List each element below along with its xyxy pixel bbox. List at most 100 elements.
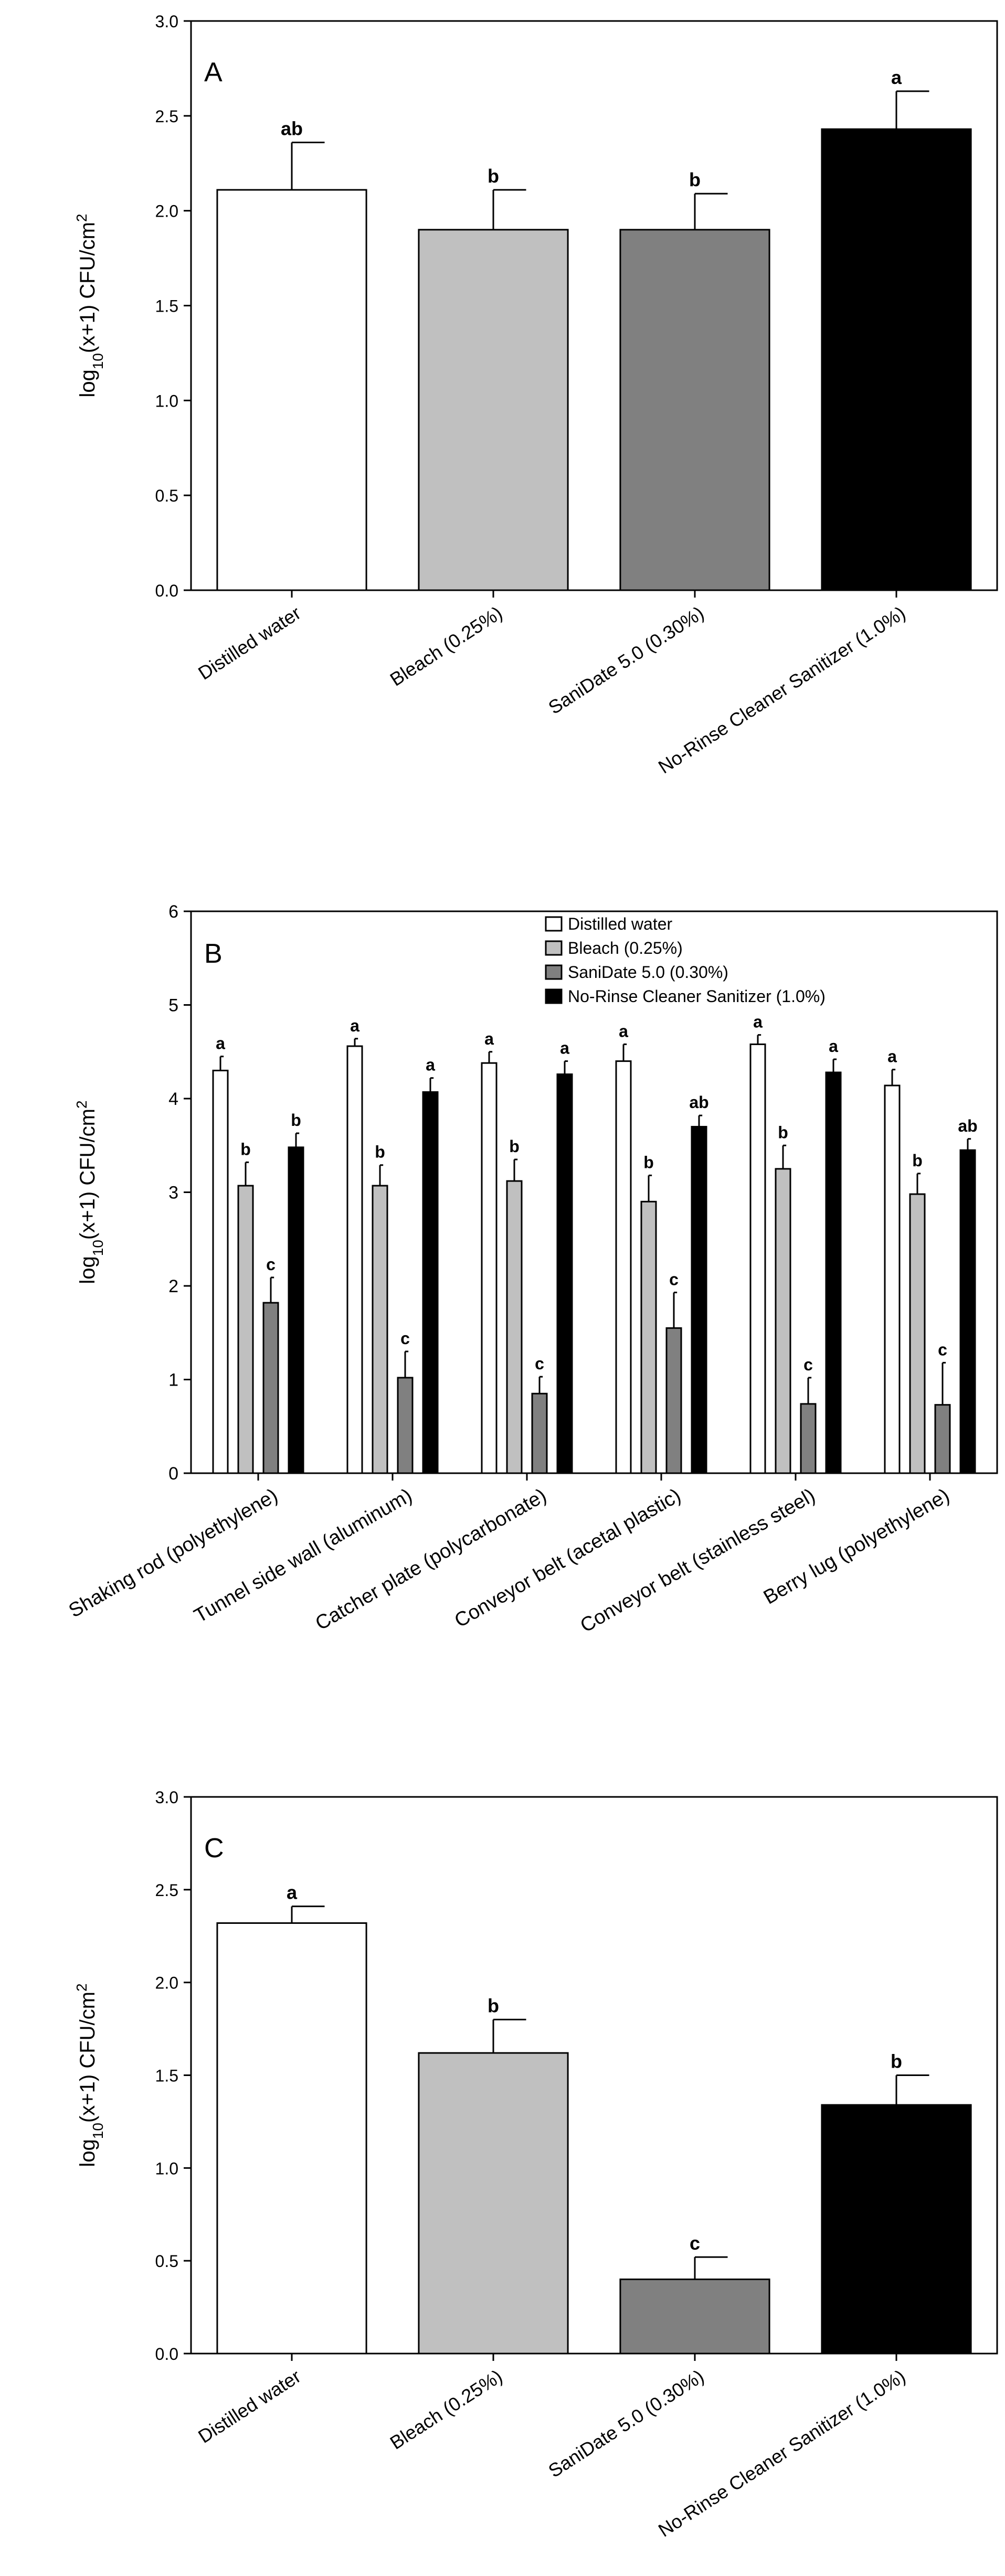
y-tick-label: 3.0 xyxy=(155,12,178,31)
significance-letter: b xyxy=(643,1153,654,1172)
significance-letter: c xyxy=(535,1354,544,1373)
y-tick-label: 2.0 xyxy=(155,202,178,221)
bar xyxy=(346,1045,363,1474)
y-axis-label: log10(x+1) CFU/cm2 xyxy=(73,214,106,397)
legend-swatch xyxy=(545,988,563,1004)
bar xyxy=(691,1126,707,1474)
y-tick-label: 0.5 xyxy=(155,2252,178,2271)
bar xyxy=(262,1302,279,1474)
y-tick-label: 2.5 xyxy=(155,107,178,126)
bar xyxy=(418,2052,569,2355)
panel-a-chart: 0.0 0.5 1.0 1.5 2.0 2.5 3.0 log10(x+1) CFU/cm2 A… xyxy=(73,12,998,778)
y-tick-label: 2 xyxy=(168,1276,178,1296)
y-tick-label: 2.0 xyxy=(155,1974,178,1993)
bar xyxy=(821,2104,972,2355)
significance-letter: a xyxy=(753,1013,763,1031)
x-category-label: Bleach (0.25%) xyxy=(386,602,506,690)
bar xyxy=(237,1185,254,1474)
x-category-label: Catcher plate (polycarbonate) xyxy=(312,1484,551,1635)
significance-letter: c xyxy=(690,2232,700,2254)
legend-swatch xyxy=(545,940,563,956)
legend-entry: Distilled water xyxy=(568,914,673,933)
significance-letter: a xyxy=(350,1016,359,1035)
significance-letter: a xyxy=(891,67,902,88)
x-category-label: SaniDate 5.0 (0.30%) xyxy=(544,2365,707,2482)
y-axis-label: log10(x+1) CFU/cm2 xyxy=(73,1983,106,2167)
bar xyxy=(640,1200,657,1474)
y-tick-label: 6 xyxy=(168,902,178,922)
bar xyxy=(481,1062,498,1474)
bar xyxy=(825,1071,842,1474)
significance-letter: a xyxy=(619,1021,628,1040)
bar xyxy=(372,1185,388,1474)
y-tick-label: 0 xyxy=(168,1464,178,1484)
significance-letter: ab xyxy=(281,118,303,139)
legend-entry: SaniDate 5.0 (0.30%) xyxy=(568,963,728,982)
x-category-label: SaniDate 5.0 (0.30%) xyxy=(544,602,707,718)
y-tick-label: 1.5 xyxy=(155,2067,178,2085)
significance-letter: b xyxy=(240,1140,251,1158)
panel-label: C xyxy=(204,1833,224,1864)
bar xyxy=(909,1193,926,1474)
y-tick-label: 1.5 xyxy=(155,297,178,316)
bar xyxy=(556,1073,573,1474)
bar xyxy=(216,1922,367,2355)
legend-swatch xyxy=(545,916,563,932)
bar xyxy=(619,229,770,591)
bar xyxy=(531,1392,548,1474)
bar xyxy=(418,229,569,591)
bar xyxy=(821,128,972,591)
significance-letter: b xyxy=(778,1123,788,1142)
bar xyxy=(749,1043,766,1474)
significance-letter: b xyxy=(291,1111,301,1130)
y-tick-label: 1.0 xyxy=(155,2159,178,2178)
y-axis-label: log10(x+1) CFU/cm2 xyxy=(73,1100,106,1284)
significance-letter: a xyxy=(287,1882,298,1903)
bar xyxy=(619,2279,770,2355)
panel-c-chart: 0.0 0.5 1.0 1.5 2.0 2.5 3.0 log10(x+1) CFU/cm2 C… xyxy=(73,1788,998,2541)
significance-letter: b xyxy=(912,1151,923,1170)
bar xyxy=(212,1069,229,1474)
x-category-label: Tunnel side wall (aluminum) xyxy=(191,1484,416,1627)
y-tick-label: 0.0 xyxy=(155,581,178,600)
significance-letter: c xyxy=(669,1270,679,1289)
significance-letter: b xyxy=(375,1143,385,1162)
significance-letter: b xyxy=(891,2051,902,2072)
bar xyxy=(506,1180,523,1474)
legend-swatch xyxy=(545,964,563,980)
y-tick-label: 4 xyxy=(168,1089,178,1109)
bar xyxy=(665,1327,682,1474)
significance-letter: a xyxy=(426,1056,435,1074)
significance-letter: c xyxy=(938,1340,947,1359)
legend-entry: Bleach (0.25%) xyxy=(568,939,683,957)
significance-letter: a xyxy=(560,1039,569,1058)
significance-letter: b xyxy=(488,165,499,187)
bar xyxy=(884,1084,901,1474)
bar xyxy=(397,1377,414,1474)
y-tick-label: 0.5 xyxy=(155,486,178,505)
legend-entry: No-Rinse Cleaner Sanitizer (1.0%) xyxy=(568,987,826,1006)
bar xyxy=(934,1404,951,1474)
significance-letter: a xyxy=(484,1029,494,1048)
x-category-label: Shaking rod (polyethylene) xyxy=(65,1484,281,1622)
panel-label: B xyxy=(204,939,223,969)
bar xyxy=(959,1149,976,1474)
y-tick-label: 0.0 xyxy=(155,2345,178,2364)
significance-letter: b xyxy=(488,1995,499,2016)
panel-label: A xyxy=(204,57,223,88)
x-category-label: Distilled water xyxy=(194,602,304,684)
significance-letter: b xyxy=(509,1137,520,1156)
y-tick-label: 3.0 xyxy=(155,1788,178,1807)
y-tick-label: 3 xyxy=(168,1183,178,1203)
significance-letter: b xyxy=(689,169,701,190)
x-category-label: Conveyor belt (acetal plastic) xyxy=(451,1484,684,1632)
significance-letter: a xyxy=(216,1034,225,1053)
y-tick-label: 1.0 xyxy=(155,391,178,410)
bar xyxy=(216,189,367,591)
bar xyxy=(800,1403,817,1474)
bar xyxy=(615,1060,632,1474)
significance-letter: a xyxy=(829,1037,838,1056)
significance-letter: ab xyxy=(958,1116,977,1135)
